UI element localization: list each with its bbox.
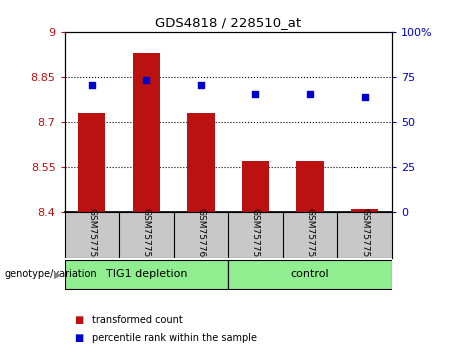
Text: genotype/variation: genotype/variation [5,269,97,279]
Text: GSM757758: GSM757758 [87,208,96,263]
Text: ■: ■ [74,333,83,343]
Point [252,91,259,96]
Text: ▶: ▶ [54,269,62,279]
Text: control: control [291,269,329,279]
Point [306,91,313,96]
Title: GDS4818 / 228510_at: GDS4818 / 228510_at [155,16,301,29]
Text: GSM757759: GSM757759 [142,208,151,263]
Text: ■: ■ [74,315,83,325]
Bar [65,260,228,289]
Text: GSM757755: GSM757755 [251,208,260,263]
Bar [187,113,214,212]
Point [361,94,368,99]
Text: transformed count: transformed count [92,315,183,325]
Point [142,77,150,83]
Text: GSM757760: GSM757760 [196,208,206,263]
Bar [296,161,324,212]
Text: GSM757756: GSM757756 [306,208,314,263]
Point [88,82,95,87]
Bar [78,113,106,212]
Bar [133,53,160,212]
Text: GSM757757: GSM757757 [360,208,369,263]
Text: percentile rank within the sample: percentile rank within the sample [92,333,257,343]
Point [197,82,205,87]
Bar [242,161,269,212]
Bar [351,210,378,212]
Bar [228,260,392,289]
Text: TIG1 depletion: TIG1 depletion [106,269,187,279]
